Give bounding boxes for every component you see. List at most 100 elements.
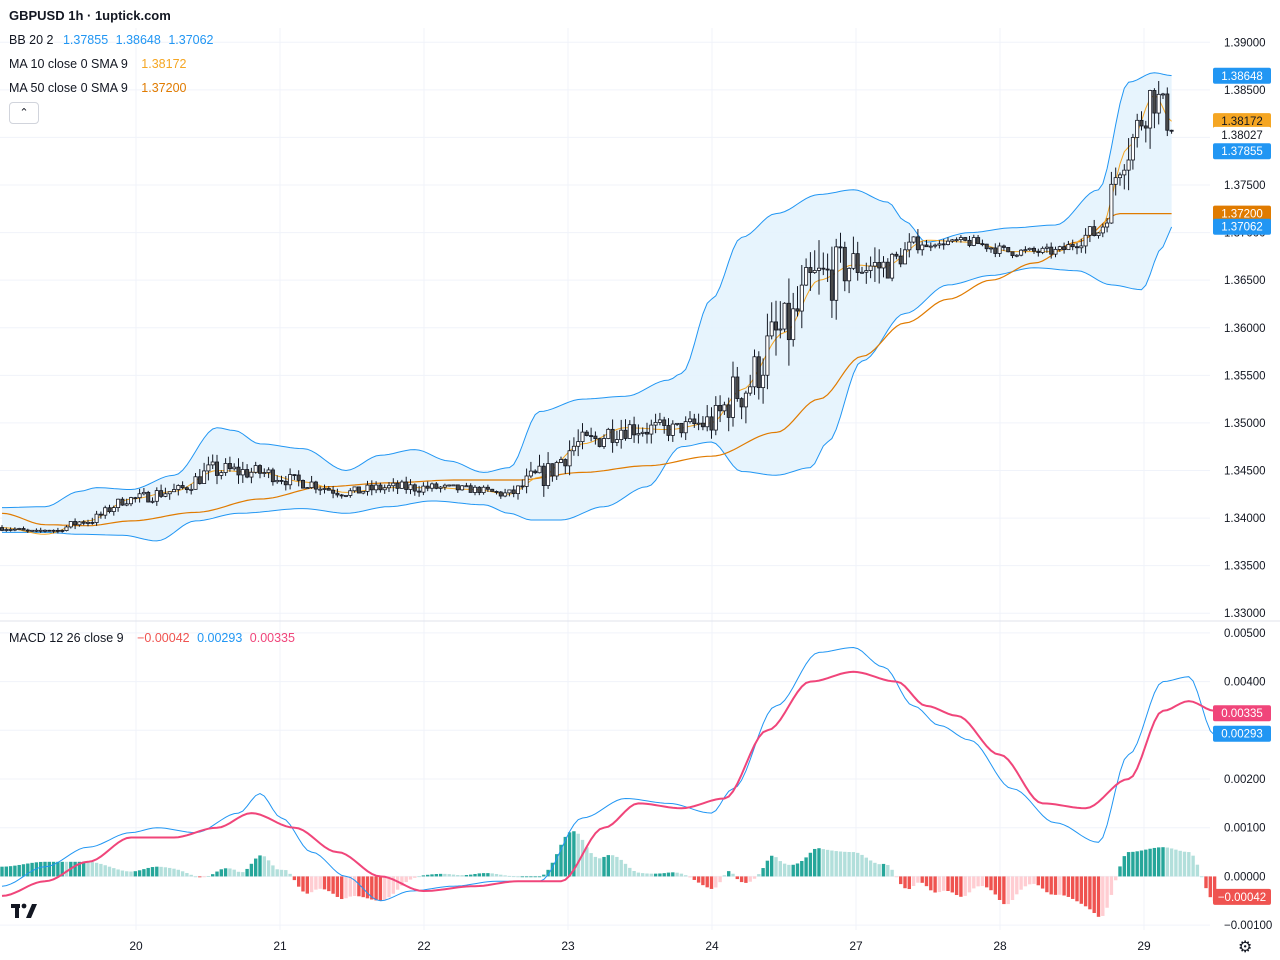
macd-hist-bar [370,876,374,900]
candle-body [189,488,194,491]
candle-body [718,404,723,412]
macd-hist-bar [610,855,615,877]
candle [1156,81,1161,125]
gear-icon[interactable]: ⚙ [1238,939,1253,956]
macd-hist-bar [1079,876,1083,904]
candle [1139,111,1144,131]
candle [159,484,164,498]
candle [120,497,125,506]
candle-body [1130,137,1135,161]
candle-body [1152,90,1157,114]
legend-macd[interactable]: MACD 12 26 close 9 −0.00042 0.00293 0.00… [9,631,295,645]
candle [348,488,353,498]
legend-collapse-button[interactable]: ⌃ [9,102,39,124]
chart-title: GBPUSD 1h · 1uptick.com [9,8,171,23]
macd-hist-bar [1165,847,1169,877]
candle-body [657,419,662,423]
macd-hist-bar [830,850,834,877]
macd-hist-bar [387,876,391,898]
macd-hist-bar [795,863,800,877]
candle [804,258,809,286]
time-tick-label: 21 [273,939,287,953]
macd-hist-bar [675,872,679,877]
macd-hist-bar [318,876,322,889]
candle [610,419,615,453]
candle [692,413,697,428]
candle-body [1036,250,1041,253]
candle [253,461,258,474]
macd-hist-bar [1109,876,1114,895]
macd-badge-box [1213,888,1271,905]
candle-body [610,428,615,443]
candle [580,423,585,450]
candle-body [60,530,65,532]
candle-body [726,404,731,418]
candle [38,527,43,533]
candle-body [1010,251,1015,256]
tradingview-logo-icon[interactable] [10,900,38,922]
candle-body [597,438,602,447]
candle-body [1049,246,1054,255]
macd-hist-bar [894,876,899,878]
price-badge-text: 1.38027 [1221,130,1263,142]
macd-hist-bar [43,861,47,877]
candle [559,456,564,464]
macd-hist-bar [1187,852,1191,877]
candle [761,358,766,404]
candle [382,484,387,494]
macd-hist-bar [185,873,189,877]
candle [782,302,787,333]
candle-body [627,424,632,439]
legend-ma10[interactable]: MA 10 close 0 SMA 9 1.38172 [9,57,186,71]
candle [774,300,779,356]
macd-tick-label: 0.00500 [1224,628,1266,640]
candle [937,240,942,249]
candle [941,239,946,250]
candle-body [331,489,336,494]
candle [653,413,658,434]
candle-body [386,485,391,489]
candle [980,239,985,247]
candle-body [167,491,172,495]
candle-body [743,392,748,408]
candle [872,247,877,282]
candle [769,302,774,340]
legend-ma50[interactable]: MA 50 close 0 SMA 9 1.37200 [9,81,186,95]
candle-body [417,490,422,493]
macd-hist-bar [709,876,714,889]
price-tick-label: 1.34000 [1224,513,1266,525]
candle [722,401,727,415]
candle [636,424,641,444]
macd-hist-bar [679,873,684,877]
candle [589,427,594,442]
candle [735,366,740,402]
macd-hist-bar [1071,876,1075,899]
candle [528,461,533,479]
legend-bb[interactable]: BB 20 2 1.37855 1.38648 1.37062 [9,33,214,47]
candle-body [81,521,86,524]
candle-body [429,483,434,489]
macd-hist-bar [219,869,223,877]
candle [150,497,155,504]
candle-body [335,492,340,496]
candle [928,242,933,252]
macd-hist-bar [808,852,813,877]
macd-hist-bar [821,849,825,877]
macd-hist-bar [262,856,266,877]
macd-hist-bar [585,847,589,877]
candle-body [890,253,895,279]
candle-body [279,480,284,482]
candle [81,520,86,526]
macd-hist-bar [774,857,778,877]
macd-hist-bar [1040,876,1045,889]
macd-hist-bar [503,875,507,877]
candle-body [51,529,56,532]
macd-hist-bar [305,876,309,894]
candle-body [442,484,447,488]
macd-hist-bar [391,876,395,894]
candle-body [64,526,69,531]
price-badge-text: 1.37200 [1221,209,1263,221]
macd-hist-bar [1191,855,1195,877]
ma50-line [1,213,1172,527]
